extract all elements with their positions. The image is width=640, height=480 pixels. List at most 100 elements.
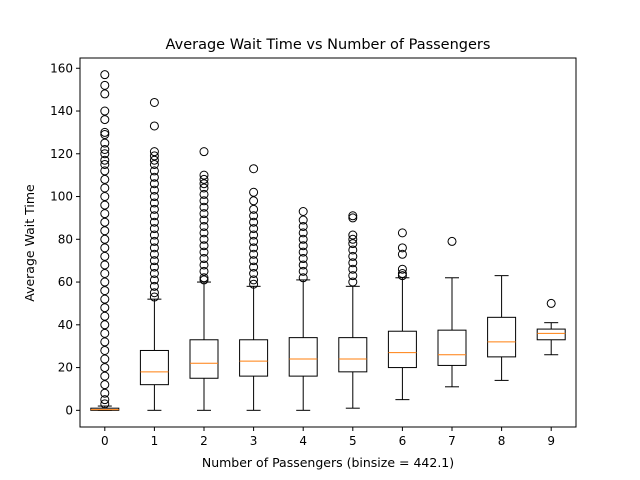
flier-point — [199, 174, 209, 184]
flier-point — [100, 159, 110, 169]
box-group-0 — [90, 70, 120, 411]
flier-point — [100, 303, 110, 313]
plot-frame — [79, 57, 577, 428]
flier-point — [100, 89, 110, 99]
flier-point — [249, 230, 259, 240]
flier-point — [348, 230, 358, 240]
y-tick-label: 40 — [58, 318, 73, 332]
flier-point — [298, 273, 308, 283]
flier-point — [199, 266, 209, 276]
flier-point — [149, 249, 159, 259]
flier-point — [249, 243, 259, 253]
flier-point — [199, 183, 209, 193]
flier-point — [348, 211, 358, 221]
flier-point — [149, 288, 159, 298]
x-tick-label: 7 — [448, 434, 456, 448]
flier-point — [100, 243, 110, 253]
chart-title: Average Wait Time vs Number of Passenger… — [166, 37, 491, 53]
flier-point — [100, 80, 110, 90]
box-group-7 — [437, 236, 467, 388]
flier-point — [149, 230, 159, 240]
flier-point — [249, 196, 259, 206]
flier-point — [100, 145, 110, 155]
flier-point — [100, 268, 110, 278]
flier-point — [100, 234, 110, 244]
flier-point — [100, 345, 110, 355]
flier-point — [199, 215, 209, 225]
box-group-2 — [189, 147, 219, 411]
flier-point — [199, 209, 209, 219]
box — [338, 337, 368, 373]
x-tick-label: 6 — [399, 434, 407, 448]
flier-point — [100, 200, 110, 210]
flier-point — [298, 254, 308, 264]
y-tick-label: 0 — [65, 403, 73, 417]
y-tick-label: 160 — [50, 61, 73, 75]
y-tick-label: 140 — [50, 104, 73, 118]
flier-point — [397, 271, 407, 281]
flier-point — [100, 320, 110, 330]
flier-point — [199, 275, 209, 285]
flier-point — [249, 256, 259, 266]
box-group-9 — [536, 298, 566, 356]
flier-point — [149, 243, 159, 253]
flier-point — [348, 213, 358, 223]
flier-point — [100, 260, 110, 270]
x-tick-label: 1 — [151, 434, 159, 448]
flier-point — [348, 234, 358, 244]
flier-point — [199, 228, 209, 238]
axes: 0 20 40 60 80 100 120 140 160 0 1 2 3 4 5 6 7 8 9 — [50, 57, 577, 448]
y-tick-label: 20 — [58, 361, 73, 375]
flier-point — [348, 271, 358, 281]
flier-point — [149, 268, 159, 278]
flier-point — [100, 209, 110, 219]
flier-point — [249, 268, 259, 278]
flier-point — [100, 395, 110, 405]
flier-point — [149, 198, 159, 208]
flier-point — [199, 273, 209, 283]
flier-point — [100, 70, 110, 80]
x-tick-label: 2 — [200, 434, 208, 448]
flier-point — [149, 292, 159, 302]
flier-point — [298, 207, 308, 217]
flier-point — [149, 166, 159, 176]
flier-point — [149, 97, 159, 107]
box-group-6 — [387, 228, 417, 401]
x-tick-label: 3 — [250, 434, 258, 448]
flier-point — [100, 217, 110, 227]
flier-point — [149, 185, 159, 195]
flier-point — [199, 241, 209, 251]
plot-marks — [90, 70, 566, 411]
y-tick-label: 100 — [50, 190, 73, 204]
flier-point — [199, 260, 209, 270]
box — [487, 316, 517, 358]
flier-point — [348, 239, 358, 249]
flier-point — [298, 234, 308, 244]
box — [288, 337, 318, 377]
flier-point — [249, 211, 259, 221]
box-group-1 — [139, 97, 169, 411]
flier-point — [149, 147, 159, 157]
flier-point — [199, 247, 209, 257]
x-tick-label: 5 — [349, 434, 357, 448]
flier-point — [100, 337, 110, 347]
flier-point — [149, 159, 159, 169]
flier-point — [397, 243, 407, 253]
flier-point — [100, 399, 110, 409]
flier-point — [298, 221, 308, 231]
box — [239, 339, 269, 377]
flier-point — [298, 266, 308, 276]
flier-point — [199, 221, 209, 231]
flier-point — [149, 121, 159, 131]
flier-point — [397, 249, 407, 259]
flier-point — [249, 249, 259, 259]
x-tick-label: 8 — [498, 434, 506, 448]
flier-point — [249, 187, 259, 197]
y-tick-label: 80 — [58, 232, 73, 246]
flier-point — [100, 192, 110, 202]
flier-point — [149, 204, 159, 214]
flier-point — [149, 281, 159, 291]
box-group-4 — [288, 207, 318, 411]
flier-point — [348, 245, 358, 255]
